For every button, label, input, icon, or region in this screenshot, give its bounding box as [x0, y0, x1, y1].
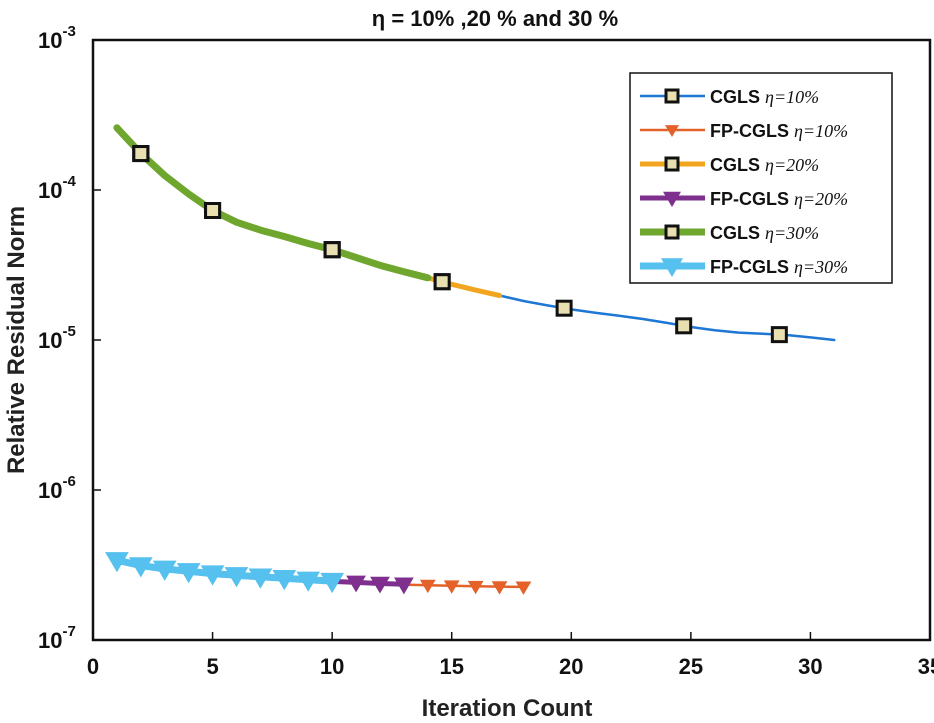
- x-tick-label-25: 25: [679, 654, 703, 679]
- marker-fp-cgls-eta-20pct-11: [370, 576, 390, 594]
- legend: CGLS η=10% FP-CGLS η=10% CGLS η=20% FP-CGLS…: [629, 72, 893, 284]
- y-axis-ticks: 10-7 10-6 10-5 10-4 10-3: [38, 23, 101, 653]
- legend-marker-cgls-eta-10pct: [664, 88, 680, 104]
- marker-fp-cgls-eta-20pct-12: [394, 577, 414, 595]
- y-tick-label--7: 10-7: [38, 623, 76, 653]
- marker-fp-cgls-eta-30pct-5: [224, 567, 249, 588]
- x-tick-label-35: 35: [918, 654, 934, 679]
- marker-fp-cgls-eta-30pct-9: [320, 572, 345, 594]
- marker-fp-cgls-eta-30pct-3: [176, 563, 201, 584]
- x-tick-label-10: 10: [320, 654, 344, 679]
- y-tick-label--6: 10-6: [38, 473, 76, 503]
- marker-fp-cgls-eta-30pct-8: [296, 571, 321, 592]
- y-axis-title: Relative Residual Norm: [3, 206, 30, 474]
- legend-label-cgls-eta-10pct: CGLS η=10%: [710, 87, 819, 107]
- marker-fp-cgls-eta-30pct-7: [272, 570, 297, 591]
- x-tick-label-5: 5: [206, 654, 218, 679]
- plot-markers: [105, 145, 788, 595]
- marker-fp-cgls-eta-10pct-16: [491, 581, 508, 595]
- legend-label-fp-cgls-eta-10pct: FP-CGLS η=10%: [710, 121, 848, 141]
- marker-fp-cgls-eta-10pct-15: [467, 580, 484, 595]
- legend-marker-fp-cgls-eta-20pct: [663, 191, 681, 207]
- y-tick-label--3: 10-3: [38, 23, 76, 53]
- marker-cgls-eta-10pct-4: [555, 299, 573, 317]
- marker-cgls-eta-30pct-1: [204, 202, 222, 220]
- legend-marker-cgls-eta-20pct: [664, 156, 680, 172]
- marker-fp-cgls-eta-30pct-4: [200, 565, 225, 586]
- marker-cgls-eta-30pct-0: [132, 145, 150, 163]
- marker-fp-cgls-eta-10pct-14: [443, 580, 460, 594]
- legend-label-cgls-eta-20pct: CGLS η=20%: [710, 155, 819, 175]
- legend-marker-fp-cgls-eta-10pct: [665, 125, 679, 137]
- legend-marker-fp-cgls-eta-30pct: [661, 258, 683, 277]
- x-tick-label-20: 20: [559, 654, 583, 679]
- marker-fp-cgls-eta-30pct-6: [248, 568, 273, 589]
- marker-fp-cgls-eta-30pct-2: [152, 560, 177, 581]
- marker-cgls-eta-10pct-6: [770, 326, 788, 344]
- marker-cgls-eta-30pct-2: [323, 241, 341, 259]
- legend-label-cgls-eta-30pct: CGLS η=30%: [710, 223, 819, 243]
- marker-fp-cgls-eta-30pct-0: [105, 552, 129, 573]
- series-line-cgls-eta-30pct: [113, 124, 432, 282]
- legend-entries: CGLS η=10% FP-CGLS η=10% CGLS η=20% FP-CGLS…: [640, 87, 848, 277]
- chart-title: η = 10% ,20 % and 30 %: [372, 6, 618, 31]
- marker-fp-cgls-eta-10pct-13: [419, 579, 436, 594]
- legend-label-fp-cgls-eta-30pct: FP-CGLS η=30%: [710, 257, 848, 277]
- series-line-fp-cgls-eta-30pct: [113, 556, 336, 585]
- x-axis-title: Iteration Count: [422, 695, 593, 722]
- marker-fp-cgls-eta-30pct-1: [128, 557, 153, 578]
- y-tick-label--5: 10-5: [38, 323, 76, 353]
- legend-label-fp-cgls-eta-20pct: FP-CGLS η=20%: [710, 189, 848, 209]
- y-tick-label--4: 10-4: [38, 173, 76, 203]
- marker-cgls-eta-10pct-5: [675, 317, 693, 335]
- x-tick-label-30: 30: [798, 654, 822, 679]
- x-tick-label-0: 0: [87, 654, 99, 679]
- legend-box: [629, 72, 893, 284]
- marker-fp-cgls-eta-20pct-10: [346, 575, 366, 593]
- x-axis-ticks: 0 5 10 15 20 25 30 35: [87, 632, 934, 679]
- marker-cgls-eta-20pct-3: [433, 273, 451, 291]
- marker-fp-cgls-eta-10pct-17: [515, 581, 532, 595]
- x-tick-label-15: 15: [439, 654, 463, 679]
- legend-marker-cgls-eta-30pct: [664, 224, 680, 240]
